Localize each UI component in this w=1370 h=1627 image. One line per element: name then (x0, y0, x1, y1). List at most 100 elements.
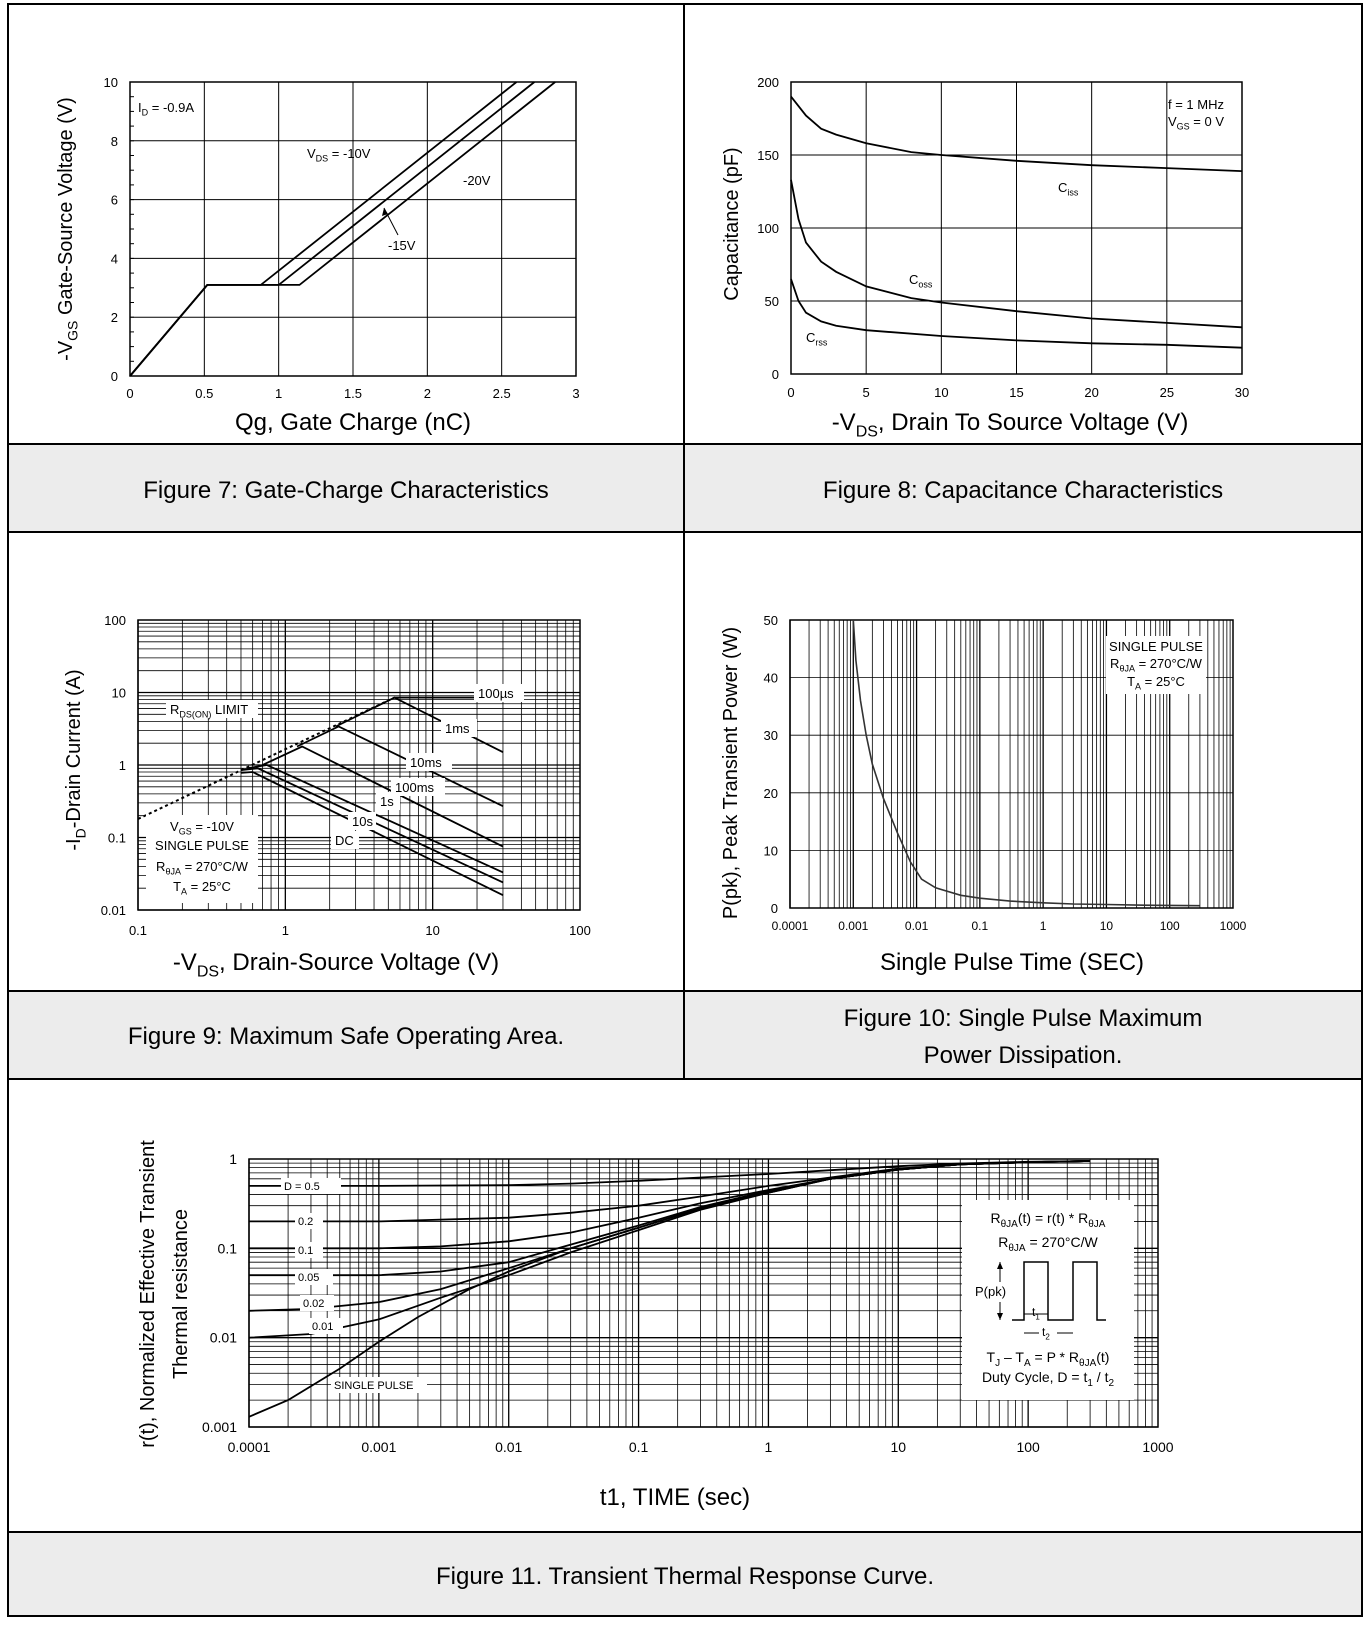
fig7-x-tick-label: 0.5 (195, 386, 213, 401)
fig10-x-tick-label: 0.001 (838, 919, 868, 933)
fig10-y-tick-label: 10 (764, 843, 778, 858)
fig11-x-tick-label: 0.01 (495, 1439, 522, 1455)
fig10-condition-label: SINGLE PULSE (1109, 639, 1203, 654)
chart-fig8: 0 5 10 15 20 25 30 0 50 100 150 200 f = 1 MHz VGS = 0… (721, 75, 1249, 441)
fig11-label-bg (281, 1178, 341, 1194)
fig10-x-tick-label: 1 (1040, 919, 1047, 933)
fig10-series-line (852, 619, 1200, 907)
fig9-label-bg (376, 792, 400, 810)
fig8-plot-frame (790, 81, 1243, 375)
caption-bg-fig11 (8, 1532, 1362, 1616)
fig11-pulse-waveform (1012, 1261, 1106, 1321)
fig11-inset-t2: t2 (1042, 1325, 1050, 1341)
caption-bg-fig7 (8, 444, 684, 532)
fig11-x-tick-label: 0.001 (361, 1439, 396, 1455)
caption-fig10-line2: Power Dissipation. (924, 1042, 1123, 1069)
fig9-x-axis-title: -VDS, Drain-Source Voltage (V) (173, 949, 499, 981)
caption-fig7: Figure 7: Gate-Charge Characteristics (143, 477, 549, 504)
fig7-x-axis-title: Qg, Gate Charge (nC) (235, 409, 471, 436)
fig7-label-bg (385, 236, 423, 254)
fig9-x-tick-label: 1 (282, 923, 289, 938)
fig11-series-label: 0.02 (303, 1298, 324, 1310)
fig8-y-tick-label: 0 (772, 367, 779, 382)
fig11-inset-formula: RθJA = 270°C/W (998, 1234, 1098, 1254)
fig7-series-label: -20V (463, 173, 491, 188)
fig9-label-bg (166, 700, 258, 718)
fig11-plot-frame (248, 1158, 1159, 1428)
fig7-x-tick-label: 2 (424, 386, 431, 401)
fig11-label-bg (295, 1242, 323, 1258)
chart-fig10: 0.0001 0.001 0.01 0.1 1 10 100 1000 0 10 20 30 40 50 S… (720, 613, 1247, 976)
fig8-series-line (790, 278, 1243, 349)
fig9-series-label: DC (335, 833, 354, 848)
fig9-label-bg (348, 812, 376, 830)
fig7-series-line (129, 81, 518, 377)
fig9-series-label: 100µs (478, 686, 514, 701)
caption-fig9: Figure 9: Maximum Safe Operating Area. (128, 1023, 564, 1050)
fig11-x-tick-label: 0.1 (629, 1439, 649, 1455)
fig10-x-tick-label: 100 (1160, 919, 1180, 933)
fig8-x-axis-title: -VDS, Drain To Source Voltage (V) (832, 409, 1189, 441)
fig11-series-label: 0.01 (312, 1321, 333, 1333)
fig11-y-tick-label: 0.1 (218, 1240, 238, 1256)
fig9-y-tick-label: 10 (112, 686, 126, 701)
fig11-y-tick-label: 0.001 (202, 1419, 237, 1435)
fig8-series-line (790, 96, 1243, 172)
fig8-series-label: Coss (909, 272, 933, 290)
chart-fig11: 0.0001 0.001 0.01 0.1 1 10 100 1000 0.001 0.01 0.1… (137, 1140, 1174, 1511)
fig11-y-axis-title: Thermal resistance (170, 1209, 192, 1379)
fig8-y-tick-label: 50 (765, 294, 779, 309)
fig9-x-tick-label: 10 (425, 923, 439, 938)
fig11-label-bg (295, 1213, 323, 1229)
fig10-y-axis-title: P(pk), Peak Transient Power (W) (720, 627, 742, 919)
fig11-label-bg (1039, 1324, 1057, 1340)
fig8-series-label: Crss (806, 330, 828, 348)
fig8-condition-label: f = 1 MHz (1168, 97, 1224, 112)
fig8-x-tick-label: 10 (934, 385, 948, 400)
chart-fig7: 0 0.5 1 1.5 2 2.5 3 0 2 4 6 8 10 ID = -0.9A VDS = -10V… (55, 75, 580, 436)
fig7-series-line (129, 81, 556, 377)
fig8-x-tick-label: 0 (787, 385, 794, 400)
caption-fig11: Figure 11. Transient Thermal Response Cu… (436, 1563, 934, 1590)
fig9-condition-label: SINGLE PULSE (155, 838, 249, 853)
fig9-series-label: 10s (352, 814, 373, 829)
fig8-y-tick-label: 150 (757, 148, 779, 163)
fig11-series-label: 0.2 (298, 1216, 313, 1228)
fig10-y-tick-label: 0 (771, 901, 778, 916)
fig11-y-axis-title: r(t), Normalized Effective Transient (137, 1140, 159, 1448)
fig8-y-tick-label: 200 (757, 75, 779, 90)
fig7-y-axis-title: -VGS Gate-Source Voltage (V) (55, 97, 81, 361)
fig9-label-bg (331, 831, 359, 849)
fig7-pointer-arrow (382, 208, 388, 216)
fig9-label-bg (391, 778, 445, 796)
fig9-series-line (296, 725, 504, 808)
fig11-series-line (248, 1160, 1091, 1418)
fig10-x-tick-label: 10 (1100, 919, 1114, 933)
fig9-condition-label: VGS = -10V (170, 819, 234, 837)
grid-frame (7, 3, 1363, 1617)
fig10-x-tick-label: 0.01 (905, 919, 929, 933)
fig9-x-tick-label: 100 (569, 923, 591, 938)
fig9-series-label: 1ms (445, 721, 470, 736)
fig11-y-tick-label: 1 (229, 1151, 237, 1167)
fig11-x-axis-title: t1, TIME (sec) (600, 1484, 750, 1511)
fig7-y-tick-label: 0 (111, 369, 118, 384)
fig7-x-tick-label: 1 (275, 386, 282, 401)
fig10-x-tick-label: 0.0001 (772, 919, 809, 933)
chart-fig9: 0.1 1 10 1000.010.1110100100µs1ms10ms100ms1… (63, 613, 591, 981)
fig10-plot-frame (789, 619, 1234, 909)
fig8-x-tick-label: 20 (1084, 385, 1098, 400)
fig10-condition-label: TA = 25°C (1127, 674, 1185, 692)
fig8-x-tick-label: 30 (1235, 385, 1249, 400)
fig7-y-tick-label: 4 (111, 251, 118, 266)
fig8-series-line (790, 179, 1243, 329)
fig10-conditions-bg (1106, 636, 1206, 694)
fig7-y-tick-label: 2 (111, 310, 118, 325)
caption-bg-fig8 (684, 444, 1362, 532)
fig11-arrow-head (997, 1262, 1003, 1320)
fig9-series-line (262, 745, 504, 848)
fig8-condition-label: VGS = 0 V (1168, 114, 1224, 132)
fig11-series-label: SINGLE PULSE (334, 1380, 413, 1392)
